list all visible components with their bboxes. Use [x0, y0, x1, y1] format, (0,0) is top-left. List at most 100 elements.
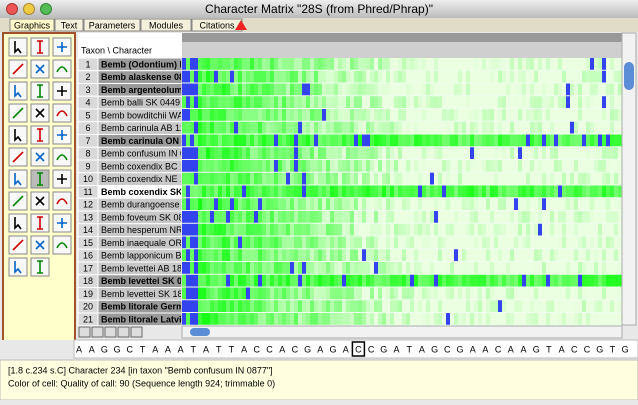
cell — [222, 287, 226, 300]
cell — [370, 300, 374, 312]
cell — [246, 121, 250, 134]
cell — [346, 70, 350, 83]
cell — [386, 300, 390, 312]
vertical-scrollbar[interactable] — [621, 32, 637, 326]
cell — [206, 300, 210, 312]
cell — [266, 70, 270, 83]
cell — [582, 160, 586, 172]
tab[interactable] — [83, 18, 141, 32]
cell — [522, 287, 526, 300]
button[interactable] — [117, 326, 130, 338]
cell — [226, 58, 230, 70]
cell — [474, 287, 478, 300]
tool-button[interactable] — [8, 213, 28, 233]
cell — [510, 211, 514, 223]
cell — [306, 211, 310, 223]
cell — [318, 134, 322, 147]
tool-button[interactable] — [8, 257, 28, 277]
cell — [402, 287, 406, 300]
cell — [450, 134, 454, 147]
cell — [198, 198, 202, 210]
row-number: 18 — [83, 276, 93, 286]
cell — [562, 313, 566, 325]
cell — [310, 121, 314, 134]
cell — [378, 96, 382, 108]
cell — [606, 274, 610, 287]
tool-button[interactable] — [8, 125, 28, 145]
scroll-thumb[interactable] — [624, 62, 634, 90]
tool-button[interactable] — [8, 37, 28, 57]
cell — [602, 134, 606, 147]
row-number: 15 — [83, 238, 93, 248]
cell — [186, 300, 190, 312]
tool-button[interactable] — [8, 169, 28, 189]
tab[interactable] — [9, 18, 55, 32]
tool-button[interactable] — [52, 191, 72, 211]
cell — [486, 249, 490, 261]
cell — [462, 211, 466, 223]
cell — [306, 198, 310, 210]
cell — [438, 121, 442, 134]
button[interactable] — [78, 326, 91, 338]
cell — [298, 121, 302, 134]
tool-button[interactable] — [8, 81, 28, 101]
cell — [438, 274, 442, 287]
cell — [186, 121, 190, 134]
cell — [382, 211, 386, 223]
cell — [334, 58, 338, 70]
button[interactable] — [91, 326, 104, 338]
cell — [598, 96, 602, 108]
tool-button[interactable] — [52, 147, 72, 167]
cell — [370, 121, 374, 134]
cell — [454, 160, 458, 172]
minimize-button[interactable] — [23, 3, 35, 15]
cell — [426, 70, 430, 83]
cell — [486, 211, 490, 223]
cell — [618, 58, 622, 70]
cell — [270, 70, 274, 83]
cell — [414, 300, 418, 312]
cell — [486, 109, 490, 121]
cell — [546, 121, 550, 134]
tab[interactable] — [140, 18, 192, 32]
cell — [358, 185, 362, 198]
cell — [422, 147, 426, 159]
cell — [550, 262, 554, 274]
tool-button[interactable] — [52, 59, 72, 79]
cell — [246, 313, 250, 325]
cell — [338, 83, 342, 96]
cell — [470, 300, 474, 312]
cell — [450, 236, 454, 249]
button[interactable] — [104, 326, 117, 338]
cell — [326, 147, 330, 159]
cell — [514, 121, 518, 134]
button[interactable] — [130, 326, 143, 338]
cell — [338, 223, 342, 236]
cell — [542, 287, 546, 300]
close-button[interactable] — [6, 3, 18, 15]
tab[interactable] — [54, 18, 84, 32]
cell — [406, 147, 410, 159]
cell — [478, 58, 482, 70]
base: T — [546, 344, 552, 354]
cell — [590, 262, 594, 274]
cell — [430, 249, 434, 261]
tool-button[interactable] — [52, 103, 72, 123]
zoom-button[interactable] — [40, 3, 52, 15]
cell — [246, 211, 250, 223]
cell — [574, 185, 578, 198]
cell — [362, 160, 366, 172]
tool-button[interactable] — [52, 235, 72, 255]
cell — [226, 96, 230, 108]
cell — [530, 287, 534, 300]
cell — [366, 83, 370, 96]
cell — [290, 287, 294, 300]
h-scroll-thumb[interactable] — [190, 328, 210, 336]
horizontal-scrollbar[interactable] — [181, 325, 623, 339]
cell — [538, 274, 542, 287]
cell — [594, 287, 598, 300]
cell — [374, 134, 378, 147]
cell — [598, 83, 602, 96]
cell — [406, 83, 410, 96]
cell — [410, 274, 414, 287]
